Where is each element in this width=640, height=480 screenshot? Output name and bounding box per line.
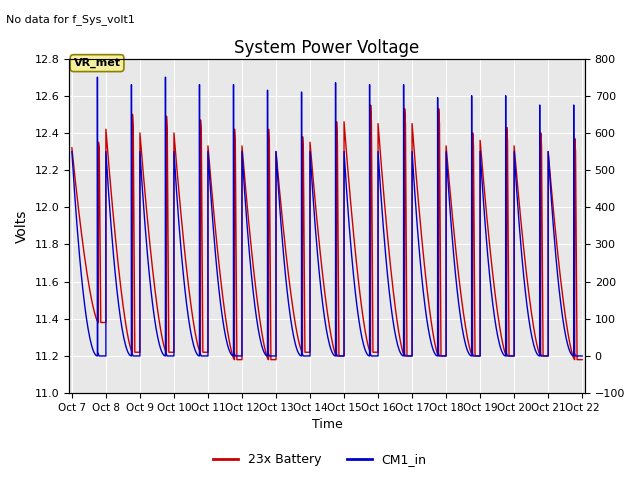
Title: System Power Voltage: System Power Voltage	[234, 39, 420, 57]
Text: No data for f_Sys_volt1: No data for f_Sys_volt1	[6, 14, 135, 25]
Text: VR_met: VR_met	[74, 58, 120, 68]
Legend: 23x Battery, CM1_in: 23x Battery, CM1_in	[208, 448, 432, 471]
X-axis label: Time: Time	[312, 419, 342, 432]
Y-axis label: Volts: Volts	[15, 209, 29, 242]
